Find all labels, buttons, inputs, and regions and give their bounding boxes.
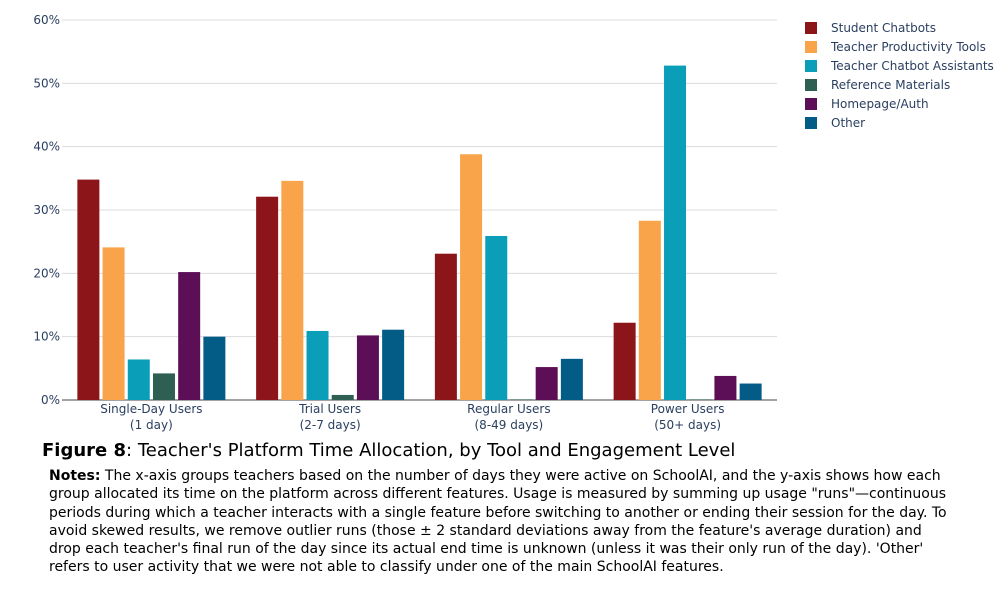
x-tick-label: (50+ days) (654, 418, 721, 432)
y-tick-label: 50% (33, 76, 60, 90)
y-tick-label: 0% (41, 393, 60, 407)
legend-entry: Teacher Chatbot Assistants (830, 59, 994, 73)
notes-text: The x-axis groups teachers based on the … (49, 468, 947, 576)
x-tick-label: (8-49 days) (475, 418, 544, 432)
bar (613, 322, 636, 400)
bar (560, 358, 583, 400)
bar (77, 179, 100, 400)
y-tick-label: 60% (33, 13, 60, 27)
legend: Student Chatbots Teacher Productivity Too… (805, 21, 994, 130)
legend-swatch (805, 22, 817, 34)
bar (689, 399, 712, 400)
bar (127, 359, 150, 400)
legend-entry: Homepage/Auth (831, 97, 929, 111)
x-tick-label: (1 day) (130, 418, 173, 432)
legend-entry: Other (831, 116, 865, 130)
bar (739, 383, 762, 400)
bar (510, 399, 533, 400)
legend-swatch (805, 79, 817, 91)
bar (203, 336, 226, 400)
figure-caption: Figure 8: Teacher's Platform Time Alloca… (42, 440, 972, 461)
bar (306, 330, 329, 400)
bar (178, 272, 201, 400)
legend-swatch (805, 117, 817, 129)
bars (77, 65, 762, 400)
legend-swatch (805, 60, 817, 72)
legend-swatch (805, 41, 817, 53)
bar (664, 65, 687, 400)
bar (434, 253, 457, 400)
bar (382, 329, 405, 400)
bar (714, 375, 737, 400)
legend-swatch (805, 98, 817, 110)
x-tick-label: Regular Users (467, 402, 550, 416)
notes-label: Notes: (49, 468, 101, 484)
x-axis-ticks: Single-Day Users (1 day) Trial Users (2-7 d… (100, 402, 724, 432)
y-tick-label: 30% (33, 203, 60, 217)
bar (535, 367, 558, 400)
legend-entry: Reference Materials (831, 78, 950, 92)
bar (281, 180, 304, 400)
bar-chart: 0% 10% 20% 30% 40% 50% 60% Single-Day Users (1 … (33, 13, 994, 432)
bar (256, 196, 279, 400)
x-tick-label: Power Users (651, 402, 725, 416)
y-axis-ticks: 0% 10% 20% 30% 40% 50% 60% (33, 13, 60, 407)
x-tick-label: Trial Users (298, 402, 361, 416)
figure-notes: Notes: The x-axis groups teachers based … (49, 467, 954, 577)
bar (356, 335, 379, 400)
bar (485, 235, 508, 400)
bar (102, 247, 125, 400)
x-tick-label: Single-Day Users (100, 402, 202, 416)
legend-entry: Teacher Productivity Tools (830, 40, 986, 54)
bar (152, 373, 175, 400)
bar (460, 154, 483, 400)
y-tick-label: 40% (33, 140, 60, 154)
figure-label: Figure 8 (42, 440, 127, 461)
legend-entry: Student Chatbots (831, 21, 936, 35)
figure-title: : Teacher's Platform Time Allocation, by… (126, 440, 736, 461)
bar (331, 394, 354, 400)
y-tick-label: 20% (33, 266, 60, 280)
x-tick-label: (2-7 days) (300, 418, 361, 432)
bar (638, 220, 661, 400)
y-tick-label: 10% (33, 330, 60, 344)
